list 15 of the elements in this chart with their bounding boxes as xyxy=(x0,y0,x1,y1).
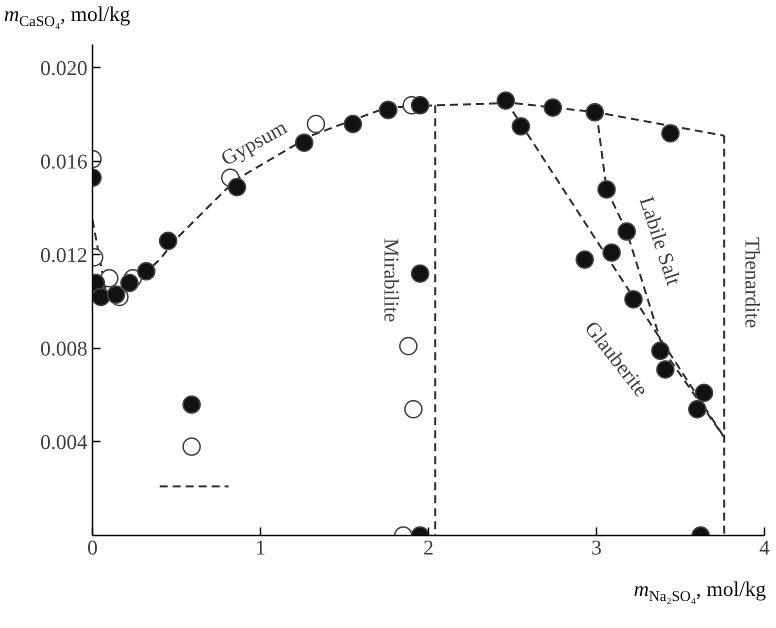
y-tick-label: 0.012 xyxy=(40,242,88,267)
y-tick-label: 0.008 xyxy=(40,336,88,360)
y-axis-title: m$_{CaSO₄}$, mol/kg xyxy=(3,1,130,32)
x-tick-label: 4 xyxy=(759,536,770,560)
x-axis-title: m$_{Na₂SO₄}$, mol/kg xyxy=(632,576,766,608)
y-tick-label: 0.016 xyxy=(40,149,88,174)
x-tick-label: 2 xyxy=(423,536,434,560)
annotation: Labile Salt xyxy=(634,194,686,288)
y-tick-label: 0.020 xyxy=(40,56,88,80)
x-tick-label: 1 xyxy=(255,536,266,560)
x-tick-label: 3 xyxy=(591,536,602,560)
annotation: Mirabilite xyxy=(380,238,404,322)
annotation: Thenardite xyxy=(740,237,764,328)
y-tick-label: 0.004 xyxy=(40,430,88,454)
x-tick-label: 0 xyxy=(87,536,98,560)
